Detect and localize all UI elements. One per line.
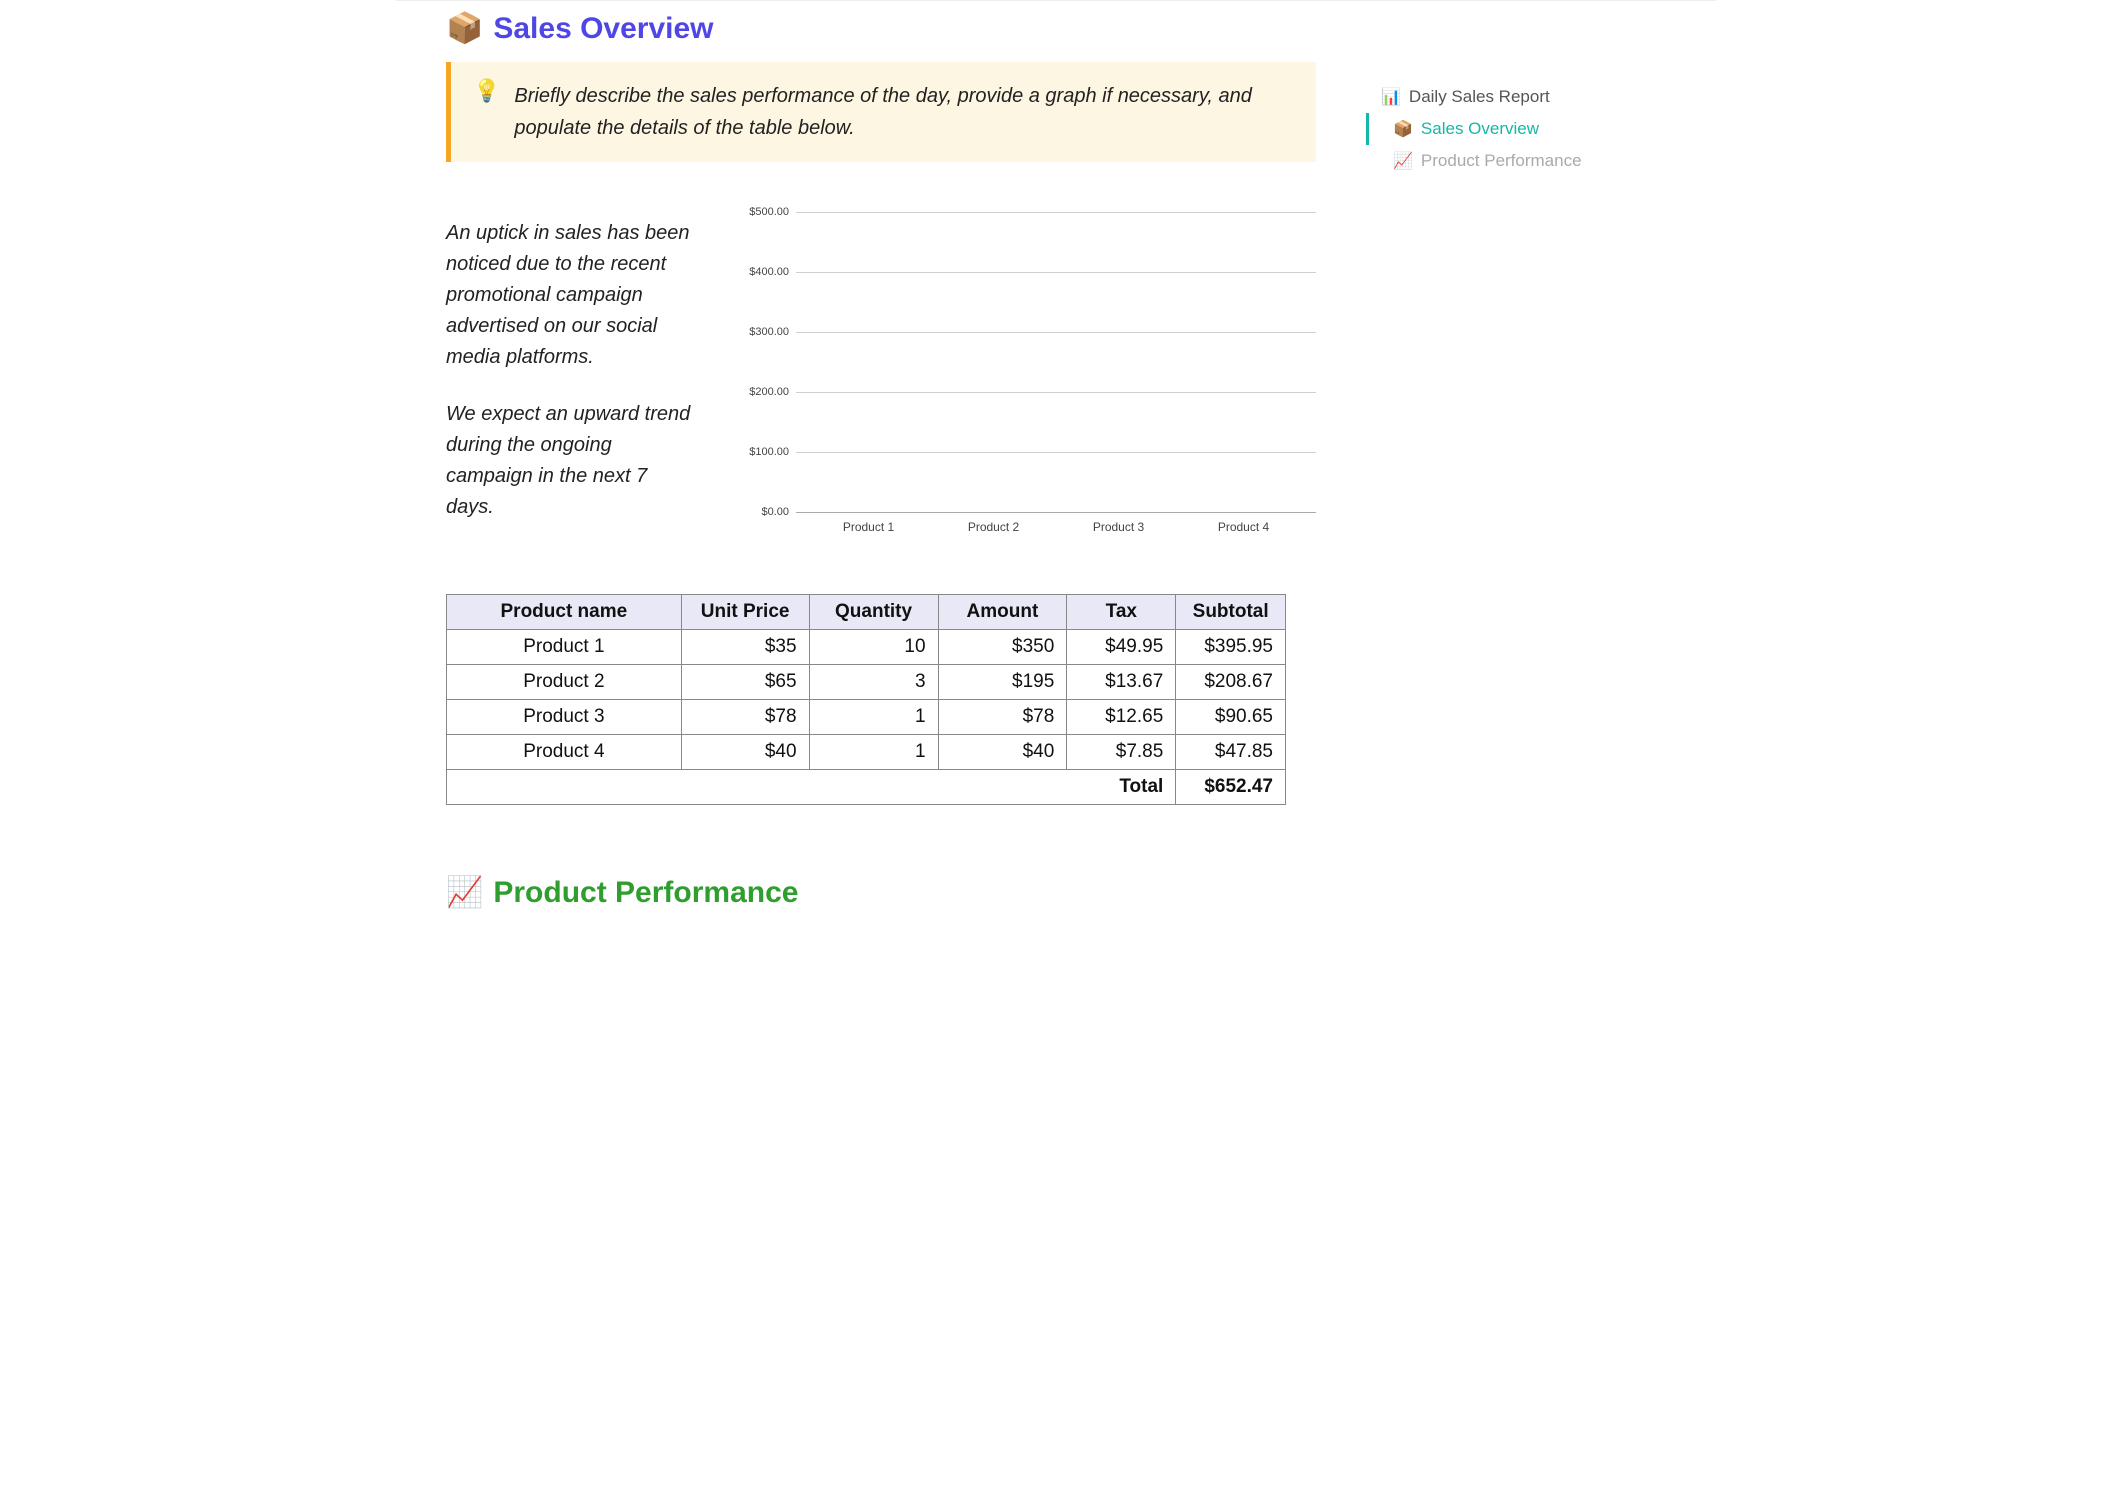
table-row: Product 4$401$40$7.85$47.85	[447, 735, 1286, 770]
callout-box: 💡 Briefly describe the sales performance…	[446, 62, 1316, 162]
chart-x-label: Product 1	[806, 520, 931, 534]
table-cell-value: 3	[809, 665, 938, 700]
table-cell-value: $40	[681, 735, 809, 770]
toc-item-label: Sales Overview	[1421, 119, 1539, 139]
sales-chart: $0.00$100.00$200.00$300.00$400.00$500.00…	[736, 212, 1316, 534]
product-performance-title-text: Product Performance	[493, 876, 798, 910]
table-of-contents: 📊 Daily Sales Report 📦 Sales Overview 📈 Produ…	[1336, 11, 1636, 177]
table-cell-value: $7.85	[1067, 735, 1176, 770]
table-column-header: Amount	[938, 595, 1067, 630]
main-content: 📦 Sales Overview 💡 Briefly describe the …	[396, 11, 1336, 926]
overview-row: An uptick in sales has been noticed due …	[446, 212, 1316, 534]
toc-item-icon: 📊	[1381, 87, 1401, 107]
toc-item-icon: 📈	[1393, 151, 1413, 171]
sales-overview-heading: 📦 Sales Overview	[446, 11, 1316, 46]
table-cell-value: $78	[938, 700, 1067, 735]
chart-gridline	[796, 452, 1316, 453]
chart-x-labels: Product 1Product 2Product 3Product 4	[796, 520, 1316, 534]
table-cell-value: $49.95	[1067, 630, 1176, 665]
table-total-row: Total$652.47	[447, 770, 1286, 805]
lightbulb-icon: 💡	[473, 80, 500, 102]
narrative-p1: An uptick in sales has been noticed due …	[446, 218, 696, 373]
chart-gridline	[796, 512, 1316, 513]
chart-y-label: $0.00	[734, 506, 789, 518]
table-cell-value: 1	[809, 700, 938, 735]
table-cell-value: $13.67	[1067, 665, 1176, 700]
table-row: Product 2$653$195$13.67$208.67	[447, 665, 1286, 700]
table-column-header: Quantity	[809, 595, 938, 630]
callout-text: Briefly describe the sales performance o…	[514, 80, 1294, 144]
table-cell-value: $395.95	[1176, 630, 1286, 665]
toc-item[interactable]: 📦 Sales Overview	[1366, 113, 1636, 145]
narrative-column: An uptick in sales has been noticed due …	[446, 212, 696, 534]
sales-table: Product nameUnit PriceQuantityAmountTaxS…	[446, 594, 1286, 805]
chart-x-label: Product 2	[931, 520, 1056, 534]
table-total-value: $652.47	[1176, 770, 1286, 805]
table-row: Product 3$781$78$12.65$90.65	[447, 700, 1286, 735]
table-body: Product 1$3510$350$49.95$395.95Product 2…	[447, 630, 1286, 805]
chart-increasing-icon: 📈	[446, 875, 483, 910]
product-performance-heading: 📈 Product Performance	[446, 875, 1316, 910]
table-cell-value: 10	[809, 630, 938, 665]
chart-y-label: $400.00	[734, 266, 789, 278]
toc-item-icon: 📦	[1393, 119, 1413, 139]
package-icon: 📦	[446, 11, 483, 46]
table-cell-value: $90.65	[1176, 700, 1286, 735]
table-cell-value: $12.65	[1067, 700, 1176, 735]
table-total-label: Total	[447, 770, 1176, 805]
table-column-header: Subtotal	[1176, 595, 1286, 630]
narrative-p2: We expect an upward trend during the ong…	[446, 399, 696, 523]
table-cell-value: $195	[938, 665, 1067, 700]
chart-x-label: Product 3	[1056, 520, 1181, 534]
chart-gridline	[796, 272, 1316, 273]
table-cell-value: $350	[938, 630, 1067, 665]
table-cell-value: 1	[809, 735, 938, 770]
table-cell-name: Product 1	[447, 630, 682, 665]
table-column-header: Unit Price	[681, 595, 809, 630]
chart-gridline	[796, 392, 1316, 393]
chart-bars	[796, 212, 1316, 512]
toc-item[interactable]: 📊 Daily Sales Report	[1366, 81, 1636, 113]
table-cell-name: Product 4	[447, 735, 682, 770]
toc-item-label: Daily Sales Report	[1409, 87, 1550, 107]
table-cell-value: $35	[681, 630, 809, 665]
chart-y-label: $500.00	[734, 206, 789, 218]
table-column-header: Tax	[1067, 595, 1176, 630]
table-column-header: Product name	[447, 595, 682, 630]
table-cell-value: $78	[681, 700, 809, 735]
chart-y-label: $200.00	[734, 386, 789, 398]
chart-y-label: $100.00	[734, 446, 789, 458]
table-cell-value: $40	[938, 735, 1067, 770]
table-cell-value: $65	[681, 665, 809, 700]
chart-plot-area: $0.00$100.00$200.00$300.00$400.00$500.00	[796, 212, 1316, 512]
toc-item[interactable]: 📈 Product Performance	[1366, 145, 1636, 177]
sales-overview-title-text: Sales Overview	[493, 12, 713, 46]
table-header-row: Product nameUnit PriceQuantityAmountTaxS…	[447, 595, 1286, 630]
chart-y-label: $300.00	[734, 326, 789, 338]
table-row: Product 1$3510$350$49.95$395.95	[447, 630, 1286, 665]
chart-gridline	[796, 332, 1316, 333]
toc-item-label: Product Performance	[1421, 151, 1582, 171]
table-cell-value: $47.85	[1176, 735, 1286, 770]
table-cell-value: $208.67	[1176, 665, 1286, 700]
chart-x-label: Product 4	[1181, 520, 1306, 534]
table-cell-name: Product 3	[447, 700, 682, 735]
table-cell-name: Product 2	[447, 665, 682, 700]
chart-gridline	[796, 212, 1316, 213]
